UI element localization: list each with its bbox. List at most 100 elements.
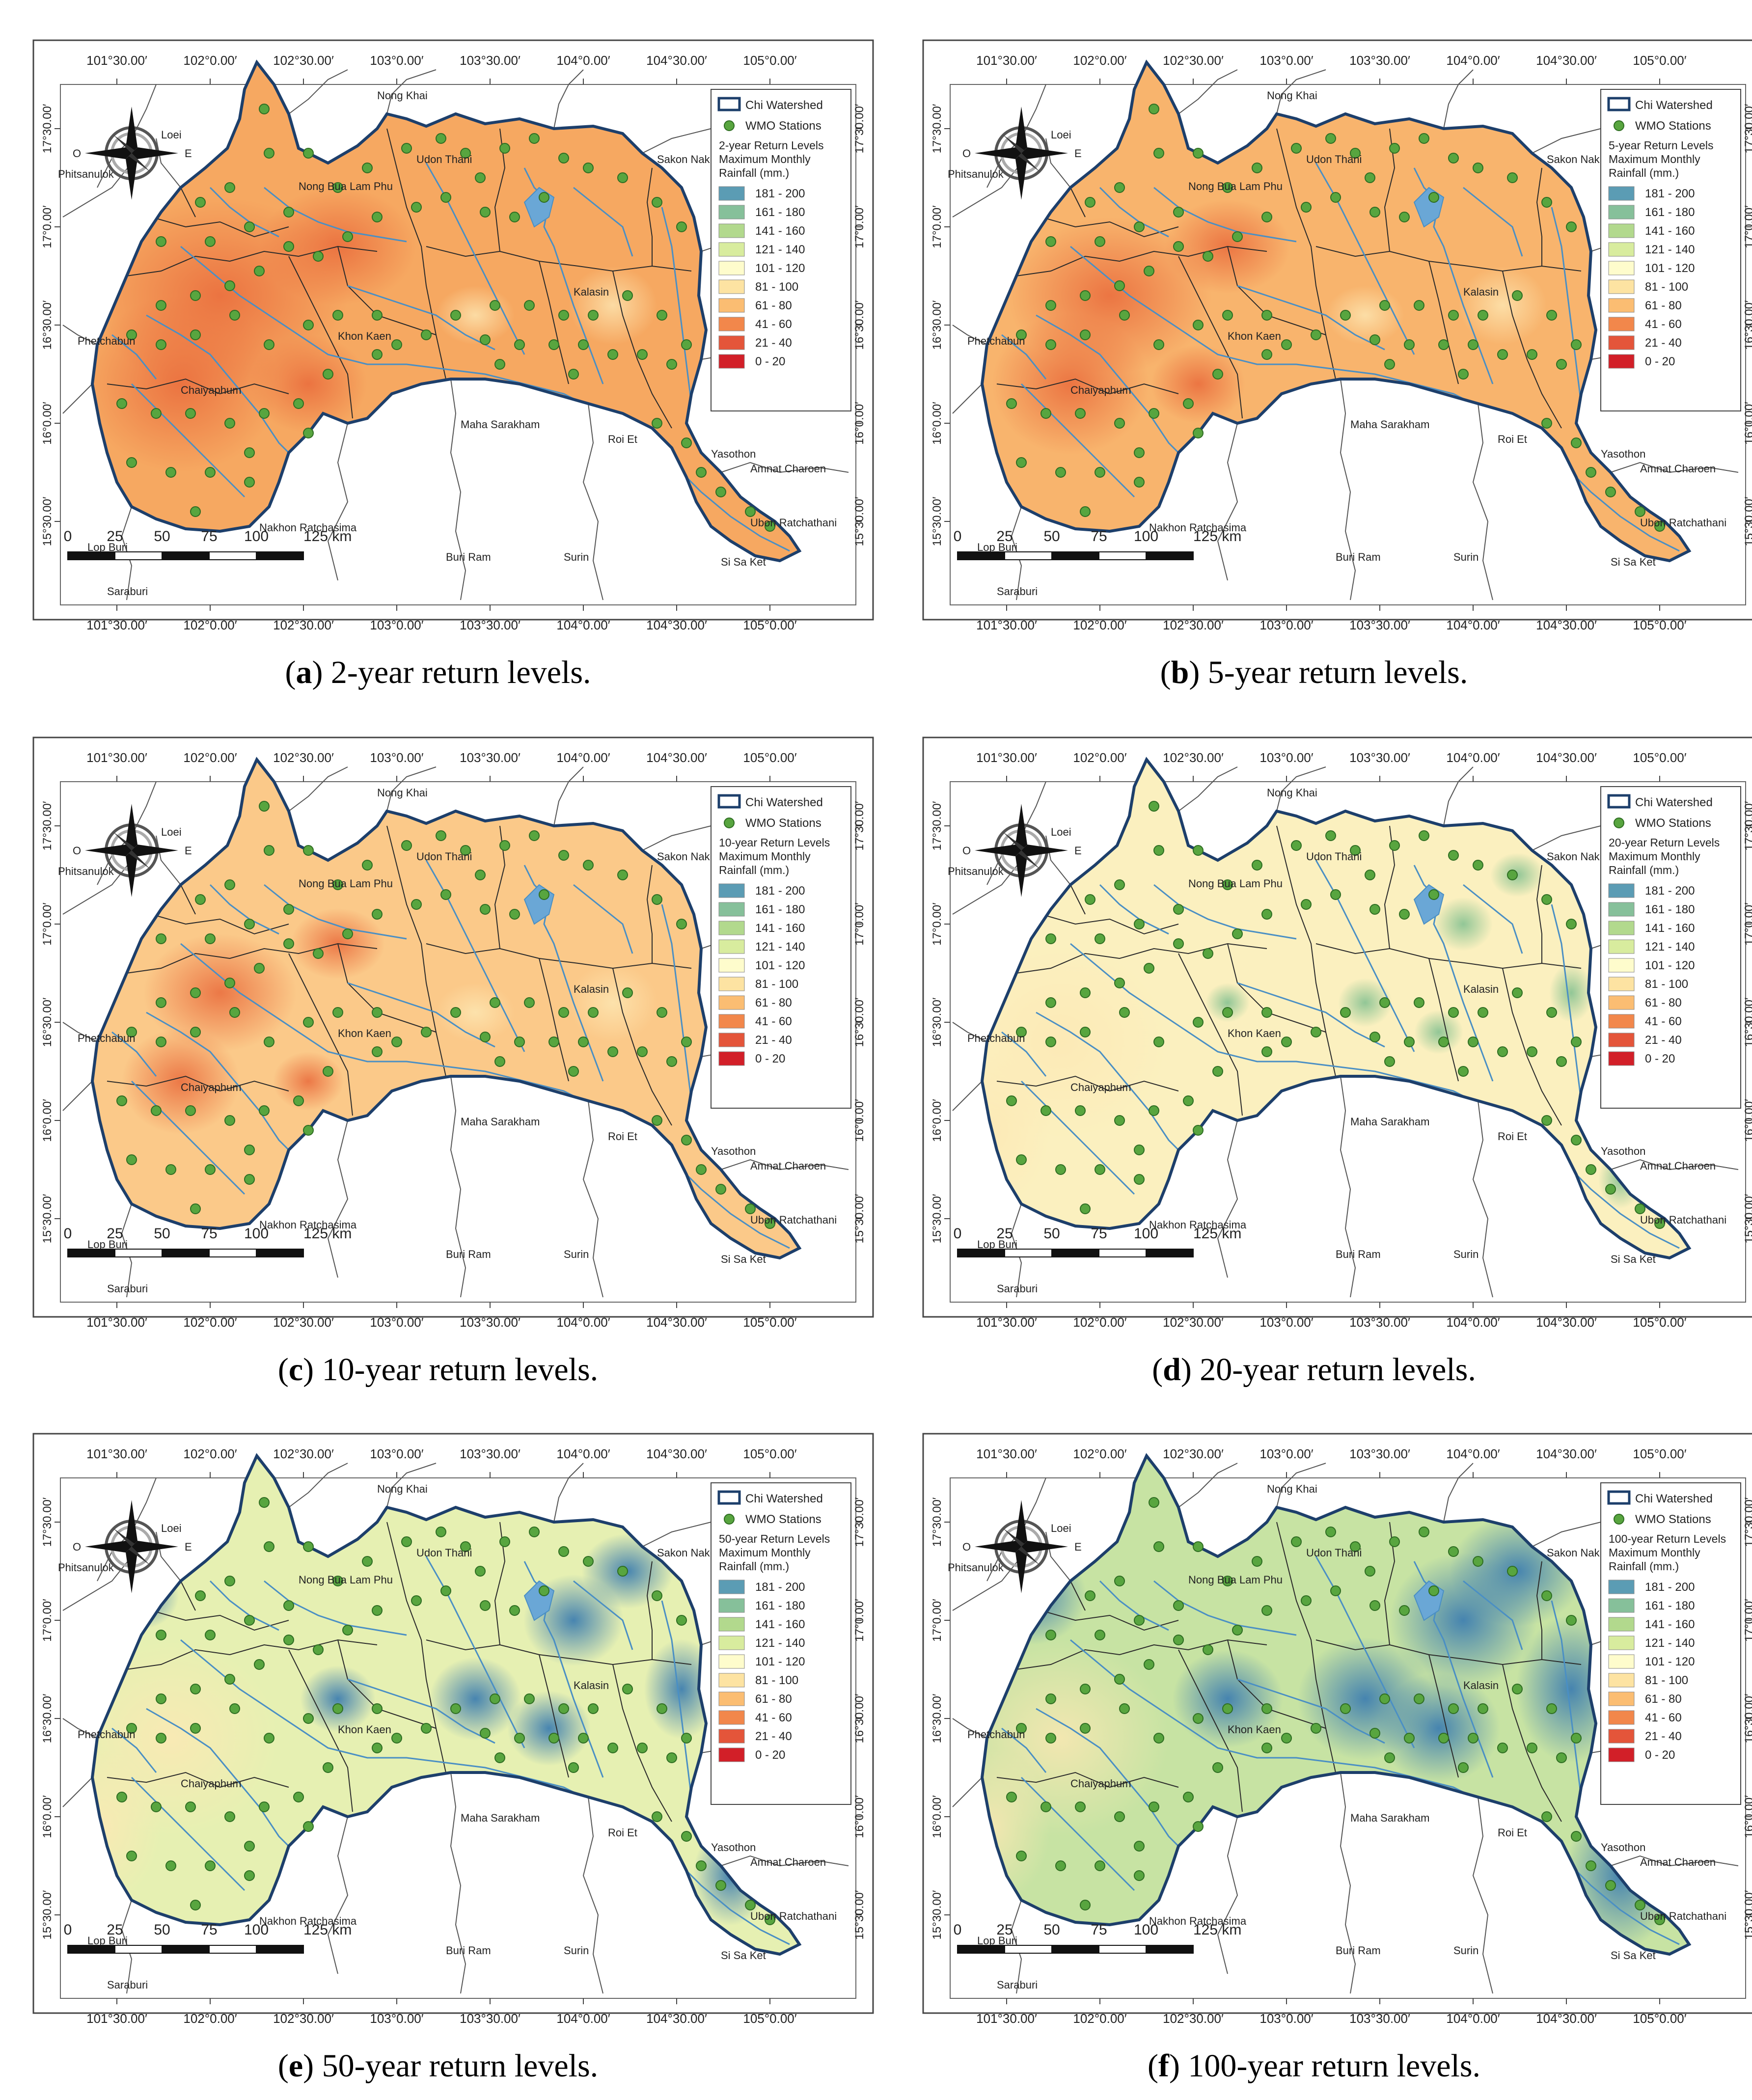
compass-label-w: O bbox=[962, 845, 971, 857]
low-rainfall-zone bbox=[122, 1028, 240, 1134]
wmo-station bbox=[696, 1164, 707, 1175]
wmo-station bbox=[1399, 909, 1410, 920]
legend-class-swatch bbox=[1608, 1617, 1635, 1632]
wmo-station bbox=[264, 148, 274, 159]
wmo-station bbox=[1571, 339, 1582, 350]
province-boundary bbox=[1340, 1772, 1356, 1994]
lat-label-right: 15°30.00′ bbox=[853, 496, 866, 546]
scale-segment bbox=[256, 1945, 304, 1954]
wmo-station bbox=[1153, 845, 1164, 856]
river bbox=[347, 1678, 495, 1744]
wmo-station bbox=[1193, 1821, 1204, 1832]
province-boundary bbox=[553, 1463, 584, 1523]
wmo-station bbox=[1512, 987, 1523, 998]
legend-class-swatch bbox=[718, 1729, 745, 1744]
district-boundary bbox=[288, 953, 353, 1116]
place-label: Nong Bua Lam Phu bbox=[299, 877, 393, 890]
wmo-station bbox=[1173, 207, 1184, 218]
province-boundary bbox=[1340, 379, 1356, 600]
legend-title: 100-year Return Levels bbox=[1609, 1532, 1726, 1545]
lon-label-bottom: 102°0.00′ bbox=[183, 618, 237, 632]
lat-label-left: 17°0.00′ bbox=[931, 205, 944, 248]
district-boundary bbox=[151, 217, 289, 238]
lon-label-bottom: 101°30.00′ bbox=[976, 1315, 1037, 1330]
legend-class-swatch bbox=[1608, 939, 1635, 954]
lon-label-bottom: 105°0.00′ bbox=[1633, 1315, 1686, 1330]
wmo-station bbox=[514, 1036, 525, 1047]
lon-label-bottom: 104°30.00′ bbox=[646, 2011, 707, 2026]
lat-label-right: 17°0.00′ bbox=[1743, 1599, 1752, 1642]
scale-label: 25 bbox=[996, 1922, 1013, 1938]
wmo-station bbox=[436, 830, 446, 841]
province-boundary bbox=[1340, 1076, 1356, 1298]
wmo-station bbox=[332, 310, 343, 321]
wmo-station bbox=[1369, 1032, 1380, 1042]
lat-label-left: 15°30.00′ bbox=[41, 1890, 54, 1939]
district-boundary bbox=[1315, 246, 1582, 272]
scale-bar: 0 25 50 75 100 125 km bbox=[954, 1922, 1241, 1954]
lon-label-top: 103°30.00′ bbox=[460, 1446, 520, 1461]
compass-diag bbox=[129, 850, 150, 869]
scale-label: 125 km bbox=[303, 528, 352, 545]
legend-class-label: 21 - 40 bbox=[1645, 1730, 1682, 1743]
wmo-station bbox=[1045, 1630, 1056, 1640]
river bbox=[1099, 187, 1169, 238]
province-boundary bbox=[1472, 1797, 1493, 1994]
wmo-station bbox=[524, 300, 535, 311]
legend: Chi Watershed WMO Stations 2-year Return L… bbox=[711, 89, 851, 411]
compass-label-e: E bbox=[185, 147, 192, 160]
wmo-station bbox=[224, 1115, 235, 1126]
wmo-station bbox=[1571, 1733, 1582, 1744]
scale-segment bbox=[1146, 1249, 1194, 1257]
wmo-station bbox=[372, 1007, 383, 1018]
province-boundary bbox=[582, 1797, 603, 1994]
legend-class-swatch bbox=[1608, 186, 1635, 201]
district-boundary bbox=[996, 1075, 1179, 1092]
place-label: Udon Thani bbox=[1306, 153, 1362, 165]
legend-subtitle: Rainfall (mm.) bbox=[1609, 166, 1679, 179]
wmo-station bbox=[1095, 236, 1105, 247]
wmo-station bbox=[715, 1880, 726, 1891]
district-boundary bbox=[180, 187, 196, 218]
legend-class-label: 81 - 100 bbox=[1645, 978, 1688, 991]
wmo-station bbox=[490, 300, 500, 311]
lon-label-top: 105°0.00′ bbox=[743, 53, 796, 68]
river bbox=[1001, 334, 1047, 380]
river bbox=[1551, 904, 1582, 1101]
wmo-station bbox=[494, 359, 505, 370]
place-label: Ubon Ratchathani bbox=[750, 517, 837, 529]
wmo-station bbox=[1311, 1723, 1321, 1734]
wmo-station bbox=[229, 1007, 240, 1018]
wmo-station bbox=[1571, 1036, 1582, 1047]
district-boundary bbox=[996, 378, 1179, 395]
place-label: Nong Khai bbox=[1267, 1483, 1317, 1495]
province-boundary bbox=[327, 1816, 349, 1974]
wmo-station bbox=[1055, 1860, 1066, 1871]
place-label: Surin bbox=[1453, 1944, 1478, 1957]
lon-label-bottom: 101°30.00′ bbox=[976, 2011, 1037, 2026]
legend-class-label: 101 - 120 bbox=[755, 959, 805, 972]
wmo-station bbox=[1350, 1541, 1361, 1552]
lat-label-left: 17°0.00′ bbox=[931, 1599, 944, 1642]
river bbox=[209, 884, 279, 935]
wmo-station bbox=[283, 904, 294, 915]
wmo-station bbox=[509, 1605, 520, 1616]
wmo-station bbox=[1399, 1605, 1410, 1616]
wmo-station bbox=[1193, 320, 1204, 330]
wmo-station bbox=[195, 894, 206, 905]
wmo-station bbox=[617, 172, 628, 183]
legend: Chi Watershed WMO Stations 100-year Return… bbox=[1600, 1482, 1741, 1805]
wmo-station bbox=[1404, 1733, 1415, 1744]
lat-label-left: 17°0.00′ bbox=[41, 902, 54, 946]
wmo-station bbox=[1261, 1605, 1272, 1616]
scale-label: 25 bbox=[996, 1226, 1013, 1242]
wmo-station bbox=[1404, 1036, 1415, 1047]
wmo-station bbox=[116, 1792, 127, 1802]
wmo-station bbox=[1635, 506, 1645, 517]
province-boundary bbox=[582, 403, 603, 600]
legend-station-swatch bbox=[724, 120, 735, 131]
district-boundary bbox=[1016, 943, 1267, 974]
lat-label-right: 16°0.00′ bbox=[1743, 1099, 1752, 1142]
legend-class-label: 161 - 180 bbox=[755, 206, 805, 219]
compass-needle-east bbox=[1021, 1541, 1068, 1553]
